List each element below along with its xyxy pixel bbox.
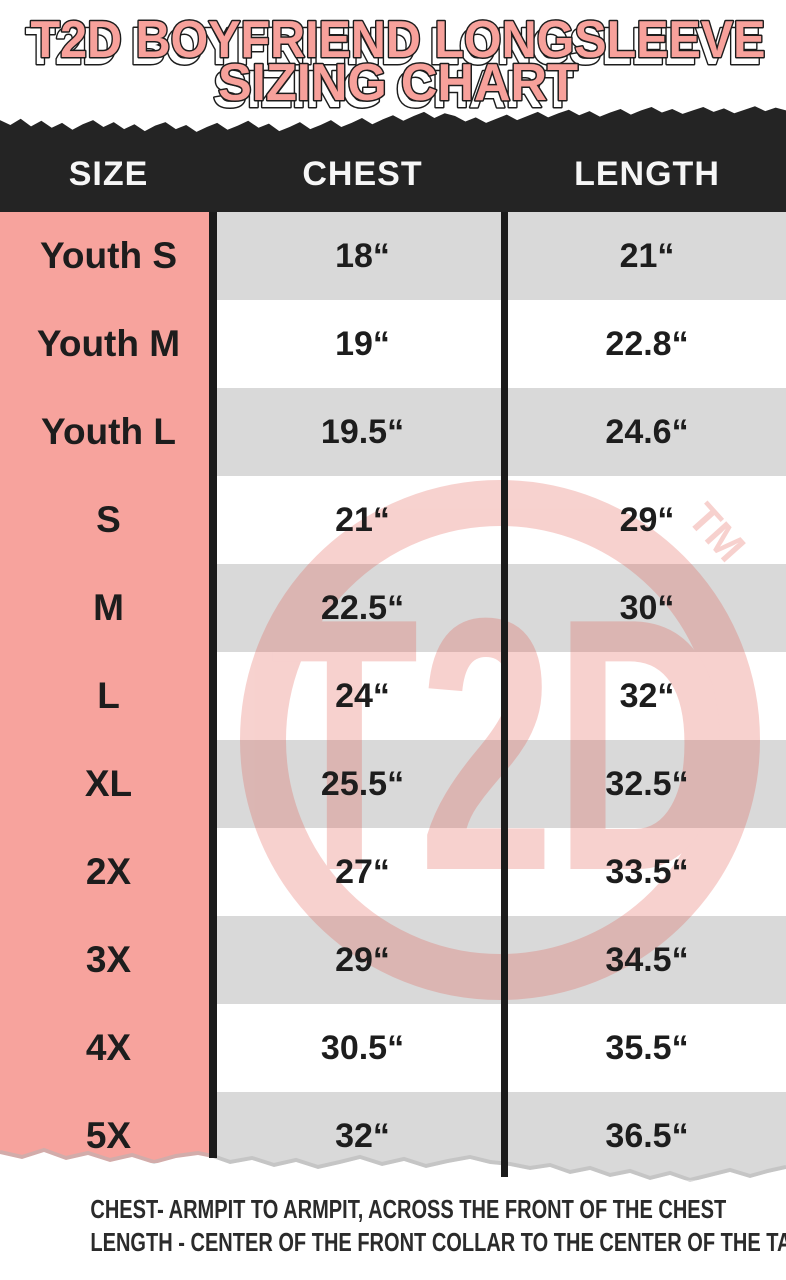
chest-cell: 29“ [335, 940, 390, 979]
table-header-band: SIZE CHEST LENGTH [0, 98, 786, 212]
column-header-size: SIZE [68, 155, 149, 193]
table-row: L 24“ 32“ [0, 652, 786, 740]
size-cell: L [97, 675, 120, 716]
table-row: 4X 30.5“ 35.5“ [0, 1004, 786, 1092]
size-cell: 3X [85, 939, 132, 980]
watermark-circle [240, 480, 760, 1000]
length-note: LENGTH - CENTER OF THE FRONT COLLAR TO T… [90, 1227, 786, 1257]
title-line2: SIZING CHART [218, 54, 578, 112]
size-table-rows: Youth S 18“ 21“ Youth M 19“ 22.8“ Youth … [0, 212, 786, 1180]
table-row: Youth S 18“ 21“ [0, 212, 786, 300]
column-header-length: LENGTH [574, 155, 720, 193]
length-cell: 32“ [619, 676, 675, 715]
chest-note: CHEST- ARMPIT TO ARMPIT, ACROSS THE FRON… [90, 1194, 727, 1224]
page-title: T2D BOYFRIEND LONGSLEEVE T2D BOYFRIEND L… [24, 10, 767, 115]
length-cell: 36.5“ [605, 1116, 689, 1155]
chest-cell: 27“ [335, 852, 390, 891]
size-cell: Youth M [36, 323, 181, 364]
chest-cell: 19.5“ [320, 412, 405, 451]
length-cell: 24.6“ [605, 412, 689, 451]
torn-paper-edge-bottom [0, 1147, 786, 1212]
chest-cell: 19“ [335, 324, 390, 363]
size-column-background [0, 212, 209, 1163]
row-stripes [0, 212, 786, 1180]
length-cell: 34.5“ [605, 940, 689, 979]
table-row: 3X 29“ 34.5“ [0, 916, 786, 1004]
column-header-chest: CHEST [302, 155, 423, 193]
length-cell: 35.5“ [605, 1028, 689, 1067]
size-cell: XL [84, 763, 133, 804]
size-cell: S [96, 499, 121, 540]
length-cell: 29“ [619, 500, 675, 539]
gray-row-stripe [209, 740, 786, 828]
size-cell: 5X [85, 1115, 132, 1156]
gray-row-stripe [209, 564, 786, 652]
chest-cell: 32“ [335, 1116, 390, 1155]
chest-cell: 30.5“ [320, 1028, 405, 1067]
length-cell: 22.8“ [605, 324, 689, 363]
table-header-row: SIZE CHEST LENGTH [0, 153, 786, 195]
table-row: 2X 27“ 33.5“ [0, 828, 786, 916]
table-row: S 21“ 29“ [0, 476, 786, 564]
title-line1-shadow: T2D BOYFRIEND LONGSLEEVE [26, 18, 761, 76]
length-cell: 30“ [619, 588, 675, 627]
chest-cell: 18“ [335, 236, 390, 275]
size-cell: M [93, 587, 124, 628]
length-cell: 32.5“ [605, 764, 689, 803]
measurement-notes: CHEST- ARMPIT TO ARMPIT, ACROSS THE FRON… [90, 1193, 786, 1259]
table-row: Youth M 19“ 22.8“ [0, 300, 786, 388]
t2d-watermark-logo: T2D TM [240, 480, 760, 1000]
size-cell: 4X [85, 1027, 132, 1068]
gray-row-stripe [209, 916, 786, 1004]
chest-cell: 21“ [335, 500, 390, 539]
title-line1: T2D BOYFRIEND LONGSLEEVE [31, 11, 766, 69]
watermark-monogram: T2D [270, 544, 730, 946]
title-line2-shadow: SIZING CHART [213, 61, 573, 114]
table-row: XL 25.5“ 32.5“ [0, 740, 786, 828]
chest-cell: 22.5“ [320, 588, 405, 627]
gray-row-stripe [209, 388, 786, 476]
table-row: M 22.5“ 30“ [0, 564, 786, 652]
size-cell: Youth L [41, 411, 176, 452]
column-divider-chest-length [501, 212, 508, 1177]
size-cell: 2X [85, 851, 132, 892]
size-table: T2D TM Youth S 18“ 21“ Youth M 19“ 22.8“… [0, 212, 786, 1180]
chest-cell: 25.5“ [320, 764, 405, 803]
gray-row-stripe [209, 212, 786, 300]
torn-paper-edge-top [0, 106, 786, 212]
chest-cell: 24“ [335, 676, 390, 715]
table-row: Youth L 19.5“ 24.6“ [0, 388, 786, 476]
size-cell: Youth S [39, 235, 177, 276]
column-divider-size-chest [209, 212, 217, 1158]
table-row: 5X 32“ 36.5“ [0, 1092, 786, 1180]
length-cell: 21“ [619, 236, 675, 275]
length-cell: 33.5“ [605, 852, 689, 891]
